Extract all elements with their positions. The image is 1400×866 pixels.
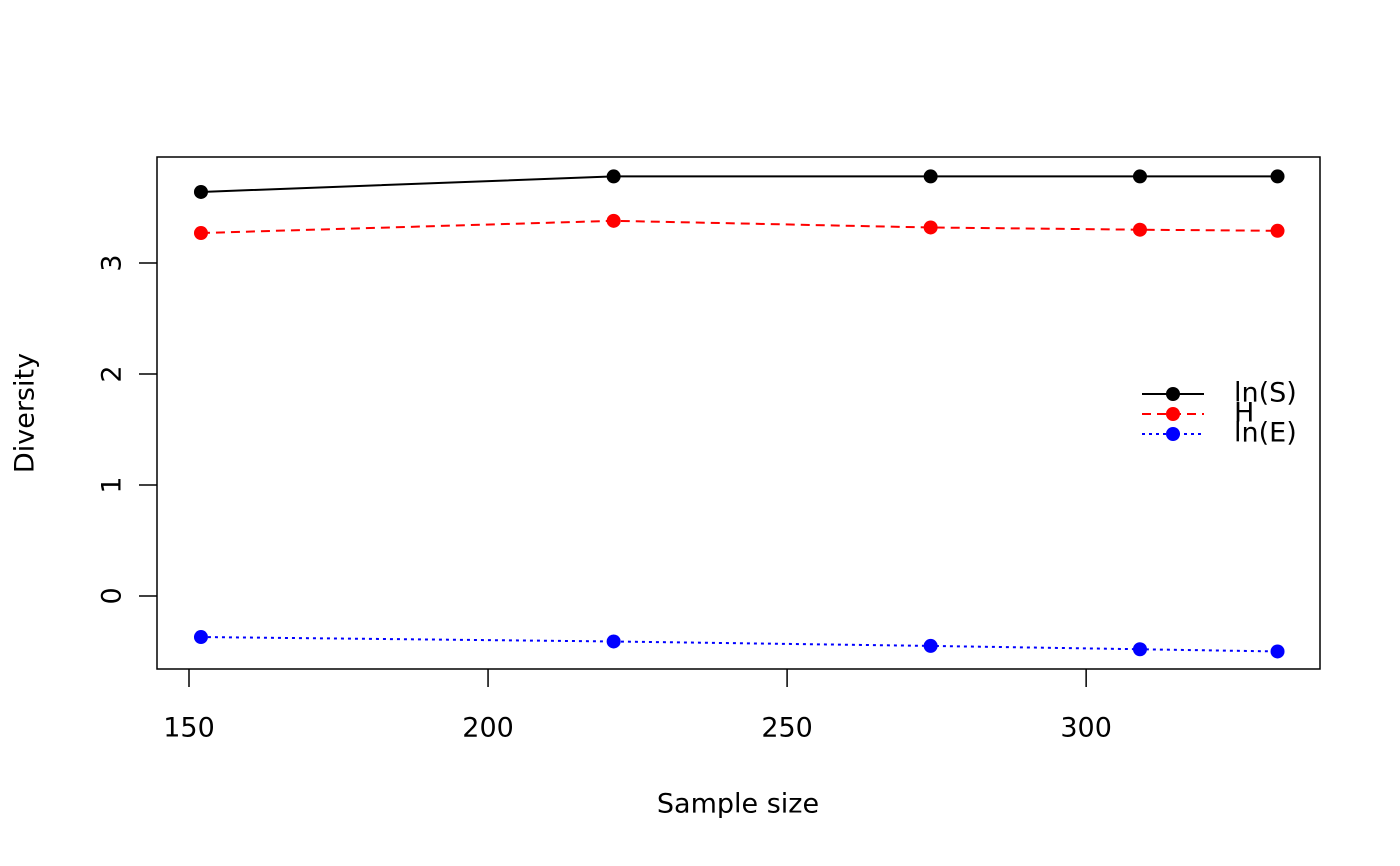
point [606,634,621,649]
legend-label: H [1234,398,1254,429]
legend-marker [1166,427,1180,441]
point [606,213,621,228]
plot-box [156,156,1321,670]
y-axis-label: Diversity [10,353,41,473]
x-tick-label: 300 [1060,713,1112,744]
point [1270,169,1285,184]
point [1132,222,1147,237]
y-tick-label: 2 [97,365,128,382]
legend-label: ln(E) [1234,418,1297,449]
point [606,169,621,184]
point [1132,169,1147,184]
point [923,169,938,184]
legend-marker [1166,387,1180,401]
legend-label: ln(S) [1234,378,1297,409]
y-tick-label: 1 [97,476,128,493]
point [1270,223,1285,238]
point [193,630,208,645]
point [1270,644,1285,659]
point [193,226,208,241]
legend-marker [1166,407,1180,421]
point [193,184,208,199]
x-axis-label: Sample size [657,789,819,820]
point [923,220,938,235]
point [923,638,938,653]
series-line [200,219,1278,235]
x-tick-label: 150 [163,713,215,744]
x-tick-label: 250 [761,713,813,744]
point [1132,642,1147,657]
y-tick-label: 0 [97,587,128,604]
x-tick-label: 200 [462,713,514,744]
y-tick-label: 3 [97,254,128,271]
